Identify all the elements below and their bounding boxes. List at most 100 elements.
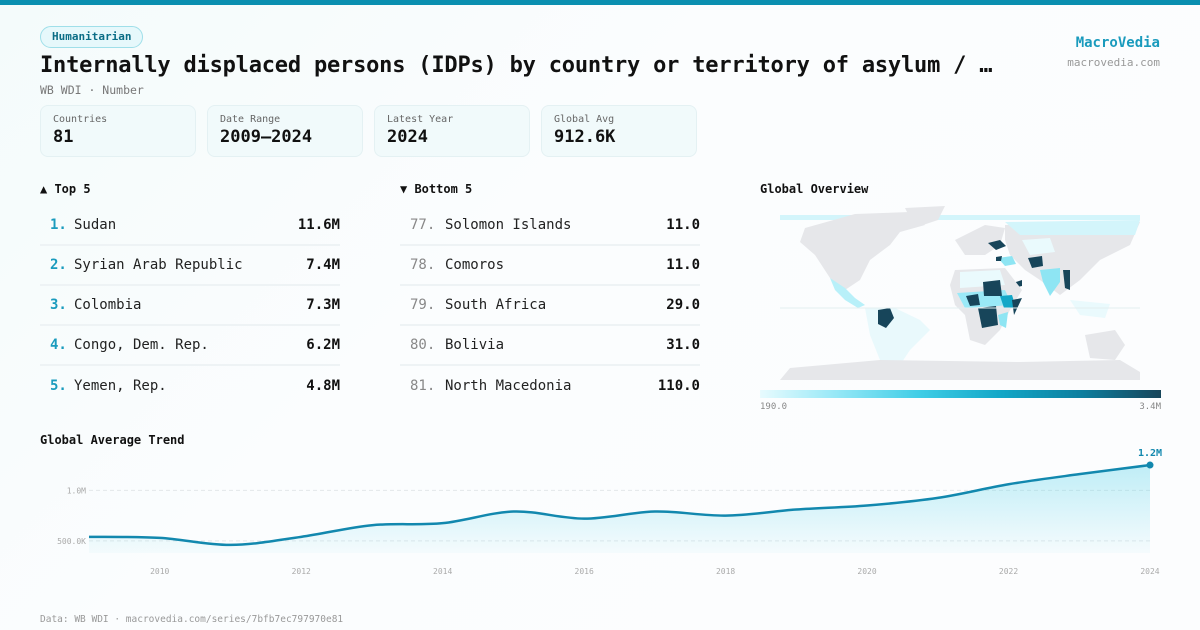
x-tick-label: 2018 xyxy=(716,567,735,576)
map-country-afghanistan[interactable] xyxy=(1028,256,1043,268)
list-item[interactable]: 81. North Macedonia 110.0 xyxy=(400,366,700,406)
country-name: Colombia xyxy=(74,297,142,313)
list-item[interactable]: 80. Bolivia 31.0 xyxy=(400,326,700,366)
country-value: 4.8M xyxy=(306,378,340,394)
list-item[interactable]: 5. Yemen, Rep. 4.8M xyxy=(40,366,340,406)
map-country-ukraine[interactable] xyxy=(988,240,1006,250)
rank: 2. xyxy=(50,257,67,273)
country-value: 29.0 xyxy=(666,297,700,313)
map-country-myanmar[interactable] xyxy=(1063,270,1070,290)
x-tick-label: 2022 xyxy=(999,567,1018,576)
map-legend-max: 3.4M xyxy=(1139,402,1161,412)
list-item[interactable]: 1. Sudan 11.6M xyxy=(40,206,340,246)
country-name: South Africa xyxy=(445,297,547,313)
map-country-drc[interactable] xyxy=(978,306,998,328)
map-country-india[interactable] xyxy=(1040,268,1060,296)
country-value: 7.3M xyxy=(306,297,340,313)
list-item[interactable]: 78. Comoros 11.0 xyxy=(400,246,700,286)
stat-value: 2009–2024 xyxy=(220,127,313,147)
stats-row: Countries 81 Date Range 2009–2024 Latest… xyxy=(40,105,697,157)
category-tag[interactable]: Humanitarian xyxy=(40,26,144,48)
stat-value: 912.6K xyxy=(554,127,616,147)
rank: 79. xyxy=(410,297,436,313)
list-item[interactable]: 79. South Africa 29.0 xyxy=(400,286,700,326)
map-region-europe xyxy=(955,225,1005,255)
trend-end-point[interactable] xyxy=(1146,461,1154,469)
stat-value: 2024 xyxy=(387,127,428,147)
rank: 80. xyxy=(410,337,436,353)
stat-label: Countries xyxy=(53,114,108,125)
country-value: 6.2M xyxy=(306,337,340,353)
map-country-nigeria[interactable] xyxy=(966,294,980,306)
stat-label: Date Range xyxy=(220,114,281,125)
top5-heading: ▲ Top 5 xyxy=(40,182,91,196)
map-country-syria[interactable] xyxy=(996,256,1002,261)
rank: 3. xyxy=(50,297,67,313)
country-name: Solomon Islands xyxy=(445,217,572,233)
list-item[interactable]: 2. Syrian Arab Republic 7.4M xyxy=(40,246,340,286)
accent-bar xyxy=(0,0,1200,5)
stat-countries: Countries 81 xyxy=(40,105,196,157)
map-country-mozambique[interactable] xyxy=(998,312,1008,328)
trend-chart[interactable]: 500.0K 1.0M 2010 2012 2014 2016 2018 2020 2022 2… xyxy=(0,440,1200,590)
map-country-iraq[interactable] xyxy=(998,256,1016,266)
map-region-greenland xyxy=(905,206,945,226)
stat-latest-year: Latest Year 2024 xyxy=(374,105,530,157)
map-region-russia xyxy=(1005,220,1140,235)
stat-global-avg: Global Avg 912.6K xyxy=(541,105,697,157)
x-tick-label: 2020 xyxy=(857,567,876,576)
map-country-ethiopia[interactable] xyxy=(1000,295,1016,308)
trend-title: Global Average Trend xyxy=(40,433,185,447)
rank: 4. xyxy=(50,337,67,353)
country-name: Comoros xyxy=(445,257,505,273)
country-value: 31.0 xyxy=(666,337,700,353)
page-subtitle: WB WDI · Number xyxy=(40,83,144,97)
y-tick-label: 1.0M xyxy=(67,486,86,495)
y-tick-label: 500.0K xyxy=(57,537,86,546)
map-region-southeast-asia xyxy=(1070,300,1110,318)
trend-end-label: 1.2M xyxy=(1138,448,1162,459)
map-region-arctic xyxy=(780,215,1140,220)
map-region-mexico xyxy=(830,278,865,308)
footer-source: Data: WB WDI · macrovedia.com/series/7bf… xyxy=(40,614,344,625)
country-name: Yemen, Rep. xyxy=(74,378,167,394)
map-region-north-america xyxy=(800,212,925,290)
country-value: 11.0 xyxy=(666,257,700,273)
list-item[interactable]: 3. Colombia 7.3M xyxy=(40,286,340,326)
x-tick-label: 2024 xyxy=(1140,567,1159,576)
top5-list: ▲ Top 5 1. Sudan 11.6M 2. Syrian Arab Repub… xyxy=(40,182,340,406)
map-country-somalia[interactable] xyxy=(1012,298,1022,315)
trend-line xyxy=(88,463,1151,547)
brand-logo[interactable]: MacroVedia xyxy=(1075,35,1160,51)
stat-label: Global Avg xyxy=(554,114,615,125)
country-name: Sudan xyxy=(74,217,117,233)
map-legend-min: 190.0 xyxy=(760,402,788,412)
map-region-antarctica xyxy=(780,360,1140,380)
map-region-australia xyxy=(1085,330,1125,360)
country-value: 11.6M xyxy=(297,217,340,233)
stat-label: Latest Year xyxy=(387,114,454,125)
country-value: 110.0 xyxy=(657,378,700,394)
map-country-colombia[interactable] xyxy=(878,308,894,328)
trend-area xyxy=(89,465,1150,553)
stat-value: 81 xyxy=(53,127,74,147)
map-legend-gradient xyxy=(760,390,1161,398)
bottom5-heading: ▼ Bottom 5 xyxy=(400,182,473,196)
brand-url[interactable]: macrovedia.com xyxy=(1067,56,1160,69)
country-name: Syrian Arab Republic xyxy=(74,257,243,273)
map-country-sudan[interactable] xyxy=(983,280,1002,296)
country-name: North Macedonia xyxy=(445,378,572,394)
x-tick-label: 2014 xyxy=(433,567,452,576)
rank: 78. xyxy=(410,257,436,273)
country-name: Congo, Dem. Rep. xyxy=(74,337,209,353)
list-item[interactable]: 4. Congo, Dem. Rep. 6.2M xyxy=(40,326,340,366)
rank: 77. xyxy=(410,217,436,233)
world-map[interactable] xyxy=(760,200,1161,385)
x-tick-label: 2012 xyxy=(292,567,311,576)
map-region-central-asia xyxy=(1022,238,1055,255)
stat-date-range: Date Range 2009–2024 xyxy=(207,105,363,157)
list-item[interactable]: 77. Solomon Islands 11.0 xyxy=(400,206,700,246)
x-tick-label: 2010 xyxy=(150,567,169,576)
bottom5-list: ▼ Bottom 5 77. Solomon Islands 11.0 78. Com… xyxy=(400,182,700,406)
country-value: 7.4M xyxy=(306,257,340,273)
